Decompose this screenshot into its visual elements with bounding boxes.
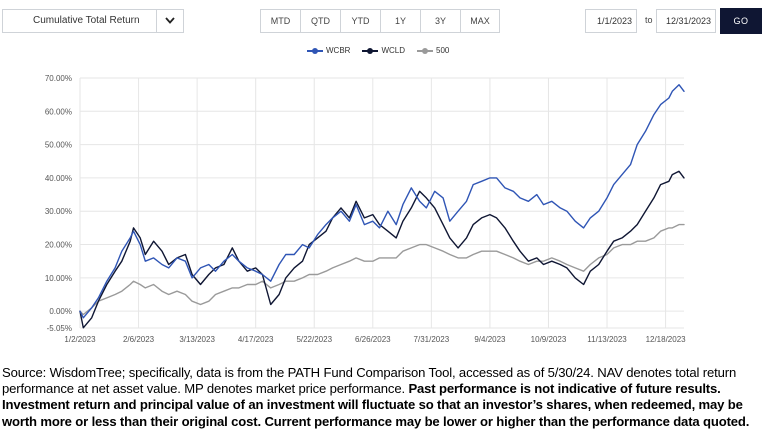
end-date-input[interactable]: 12/31/2023: [656, 9, 716, 33]
y-tick-label: -5.05%: [47, 324, 72, 333]
x-tick-label: 10/9/2023: [531, 335, 567, 344]
y-tick-label: 50.00%: [45, 141, 72, 150]
legend-marker-wcld: [362, 47, 379, 54]
range-button-qtd[interactable]: QTD: [301, 10, 341, 32]
x-tick-label: 7/31/2023: [414, 335, 450, 344]
chevron-down-icon: [165, 17, 175, 24]
metric-select[interactable]: Cumulative Total Return: [2, 9, 184, 33]
y-tick-label: 20.00%: [45, 241, 72, 250]
x-tick-label: 3/13/2023: [179, 335, 215, 344]
range-button-1y[interactable]: 1Y: [381, 10, 421, 32]
x-tick-label: 4/17/2023: [238, 335, 274, 344]
y-tick-label: 40.00%: [45, 174, 72, 183]
series-line-500: [79, 223, 685, 316]
time-range-group: MTD QTD YTD 1Y 3Y MAX: [260, 9, 500, 33]
y-tick-label: 30.00%: [45, 207, 72, 216]
go-button[interactable]: GO: [720, 8, 762, 34]
date-to-label: to: [645, 15, 653, 25]
x-tick-label: 9/4/2023: [474, 335, 506, 344]
x-tick-label: 5/22/2023: [296, 335, 332, 344]
legend-marker-500: [417, 47, 434, 54]
legend-label-500: 500: [436, 46, 450, 55]
range-button-ytd[interactable]: YTD: [341, 10, 381, 32]
footnote-source-text: Source: WisdomTree; specifically, data i…: [2, 365, 737, 397]
start-date-input[interactable]: 1/1/2023: [585, 9, 637, 33]
x-tick-label: 12/18/2023: [646, 335, 687, 344]
legend-label-wcld: WCLD: [381, 46, 406, 55]
chart-legend: WCBR WCLD 500: [307, 46, 449, 55]
legend-item-500[interactable]: 500: [417, 46, 449, 55]
series-line-wcbr: [79, 84, 685, 319]
legend-label-wcbr: WCBR: [326, 46, 351, 55]
x-tick-label: 11/13/2023: [587, 335, 627, 344]
x-tick-label: 2/6/2023: [123, 335, 155, 344]
metric-select-value: Cumulative Total Return: [33, 15, 140, 26]
y-tick-label: 10.00%: [45, 274, 72, 283]
cumulative-return-chart: -5.05% 0.00% 10.00% 20.00% 30.00% 40.00% 50.00…: [45, 74, 687, 344]
range-button-3y[interactable]: 3Y: [421, 10, 461, 32]
x-tick-label: 6/26/2023: [355, 335, 391, 344]
y-tick-label: 70.00%: [45, 74, 72, 83]
y-tick-label: 0.00%: [49, 307, 72, 316]
metric-select-toggle[interactable]: [156, 10, 183, 32]
x-tick-label: 1/2/2023: [64, 335, 96, 344]
range-button-max[interactable]: MAX: [470, 16, 490, 26]
legend-marker-wcbr: [307, 47, 323, 54]
legend-item-wcbr[interactable]: WCBR: [307, 46, 350, 55]
legend-item-wcld[interactable]: WCLD: [362, 46, 405, 55]
y-tick-label: 60.00%: [45, 107, 72, 116]
footnote-disclaimer-text: Past performance is not indicative of fu…: [2, 381, 750, 429]
source-footnote: Source: WisdomTree; specifically, data i…: [2, 365, 760, 430]
range-button-mtd[interactable]: MTD: [261, 10, 301, 32]
series-line-wcld: [79, 170, 685, 329]
